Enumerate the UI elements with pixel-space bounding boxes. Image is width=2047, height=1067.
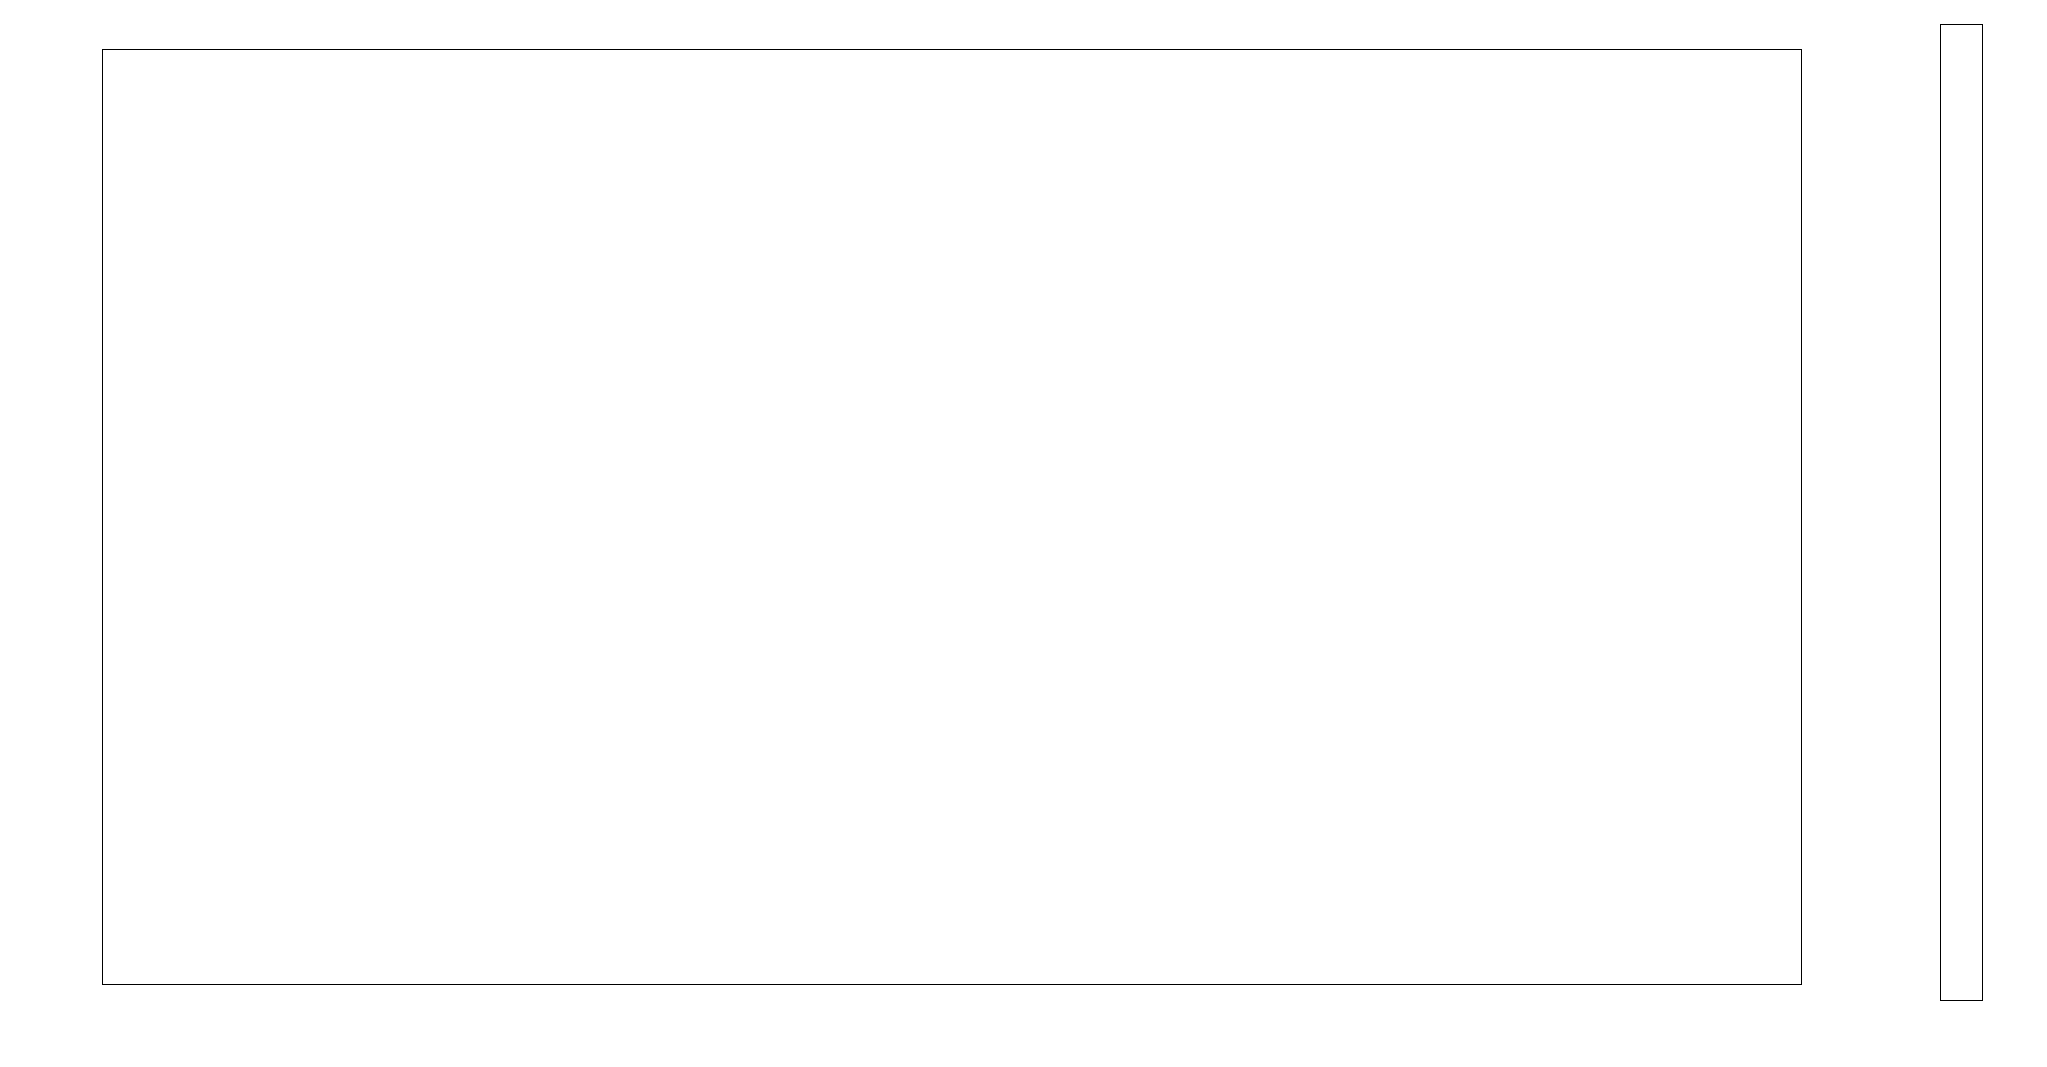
colorbar <box>1940 24 1983 1001</box>
spectrogram-canvas <box>103 50 1801 984</box>
plot-area <box>102 49 1802 985</box>
colorbar-gradient <box>1941 25 1982 1000</box>
